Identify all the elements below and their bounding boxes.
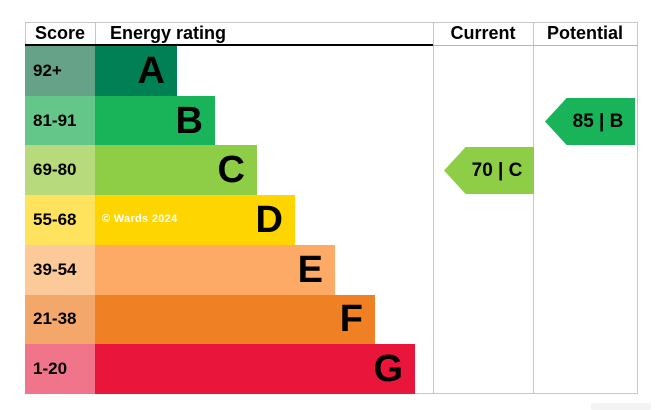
table-right-border: [637, 22, 638, 394]
score-range-cell-e: 39-54: [25, 244, 95, 295]
potential-rating-arrow: 85 | B: [545, 98, 635, 145]
potential-rating-label: 85 | B: [572, 110, 624, 132]
band-row-f: 21-38 F: [25, 294, 637, 345]
current-column-divider: [433, 22, 434, 394]
header-left-border: [25, 22, 26, 46]
band-row-d: 55-68 D: [25, 195, 637, 245]
score-column-header: Score: [34, 23, 86, 43]
band-rows: 92+ A 81-91 B 69-80 C 55-68 D 39-54 E 21-38 F 1-20 G: [25, 46, 637, 395]
band-letter-b: B: [175, 99, 203, 142]
band-row-g: 1-20 G: [25, 344, 637, 395]
current-rating-label: 70 | C: [471, 159, 523, 181]
band-letter-g: G: [373, 348, 403, 391]
band-row-e: 39-54 E: [25, 244, 637, 295]
header-underline-right: [433, 45, 637, 46]
energy-rating-column-header: Energy rating: [110, 23, 227, 43]
current-column-header: Current: [450, 23, 516, 43]
score-range-cell-g: 1-20: [25, 344, 95, 395]
band-bar-c: C: [95, 145, 257, 196]
band-letter-f: F: [339, 298, 363, 341]
band-bar-g: G: [95, 344, 415, 395]
band-row-b: 81-91 B: [25, 95, 637, 146]
wards-watermark: © Wards 2024: [102, 213, 178, 225]
band-bar-d: D: [95, 195, 295, 245]
band-row-c: 69-80 C: [25, 145, 637, 196]
band-bar-f: F: [95, 294, 375, 345]
potential-column-header: Potential: [546, 23, 623, 43]
score-range-cell-f: 21-38: [25, 294, 95, 345]
band-letter-c: C: [217, 149, 245, 192]
band-bar-a: A: [95, 46, 177, 96]
band-row-a: 92+ A: [25, 46, 637, 96]
score-range-cell-a: 92+: [25, 46, 95, 96]
header-underline: [25, 44, 433, 46]
band-bar-e: E: [95, 244, 335, 295]
band-letter-d: D: [255, 199, 283, 242]
score-range-cell-d: 55-68: [25, 195, 95, 245]
corner-artifact: [591, 403, 651, 410]
potential-column-divider: [533, 22, 534, 394]
band-letter-a: A: [137, 49, 165, 92]
current-rating-arrow: 70 | C: [444, 147, 534, 194]
score-column-divider: [95, 22, 96, 44]
table-top-border: [25, 22, 638, 23]
score-range-cell-c: 69-80: [25, 145, 95, 196]
score-range-cell-b: 81-91: [25, 95, 95, 146]
band-bar-b: B: [95, 95, 215, 146]
band-letter-e: E: [297, 248, 323, 291]
